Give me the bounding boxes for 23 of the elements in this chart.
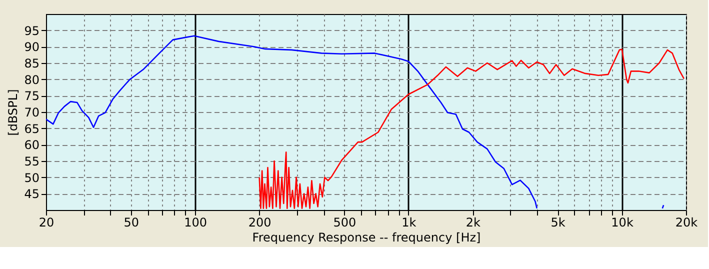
x-tick-label: 5k	[550, 216, 566, 230]
x-tick-label: 2k	[466, 216, 481, 230]
x-tick-label: 1k	[402, 216, 416, 230]
y-tick-label: 50	[24, 170, 40, 185]
y-tick-label: 95	[24, 24, 40, 38]
y-tick-label: 90	[24, 40, 40, 54]
x-axis-title: Frequency Response -- frequency [Hz]	[252, 230, 481, 244]
x-tick-label: 10k	[611, 216, 634, 230]
y-tick-label: 45	[24, 187, 40, 202]
y-tick-label: 65	[24, 122, 40, 136]
y-tick-label: 55	[24, 154, 40, 168]
x-tick-label: 20k	[675, 216, 698, 230]
y-axis-title: [dBSPL]	[6, 89, 20, 136]
x-tick-label: 50	[124, 216, 140, 230]
x-tick-label: 200	[248, 216, 272, 230]
y-tick-label: 70	[24, 106, 40, 120]
x-tick-label: 500	[333, 216, 356, 230]
x-tick-label: 100	[184, 216, 208, 230]
y-tick-label: 85	[24, 56, 40, 70]
y-tick-label: 75	[24, 89, 40, 104]
y-tick-label: 80	[24, 72, 40, 87]
y-tick-label: 60	[24, 138, 40, 152]
x-tick-label: 20	[38, 216, 54, 230]
